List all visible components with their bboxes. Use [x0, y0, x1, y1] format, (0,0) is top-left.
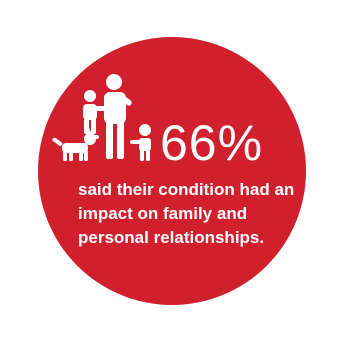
stat-circle	[38, 37, 306, 305]
stat-value: 66%	[160, 115, 264, 171]
stat-caption: said their condition had an impact on fa…	[78, 180, 295, 247]
family-with-dog-icon	[52, 74, 151, 161]
